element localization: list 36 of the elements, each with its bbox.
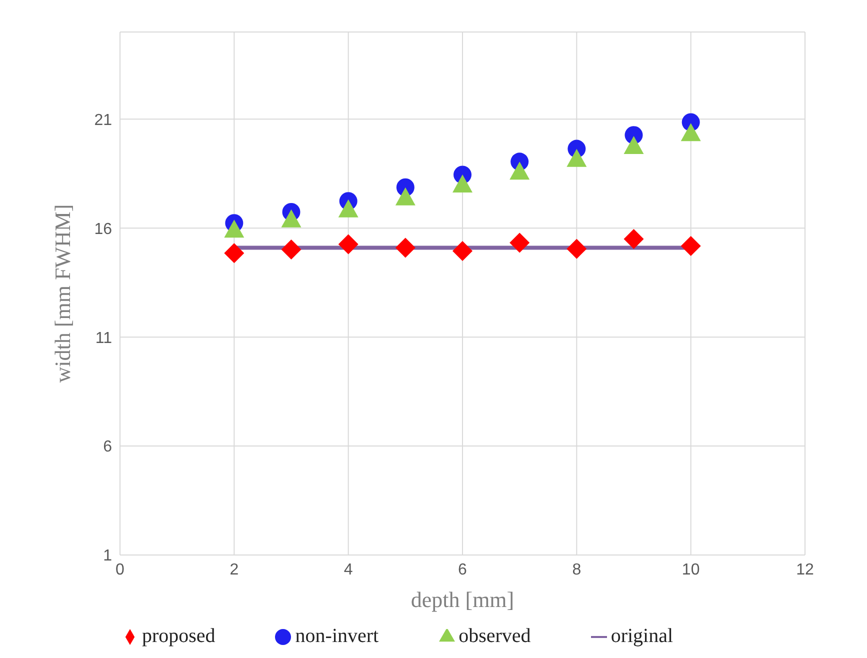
legend-label: original [610, 625, 674, 647]
y-tick-label: 16 [94, 220, 112, 238]
point [566, 238, 587, 259]
x-axis-title: depth [mm] [410, 587, 514, 612]
y-tick-label: 6 [103, 438, 112, 456]
y-tick-label: 21 [94, 112, 112, 129]
x-tick-label: 8 [572, 561, 582, 578]
x-tick-label: 4 [344, 561, 353, 578]
point [510, 162, 530, 180]
point [395, 238, 416, 258]
x-tick-label: 10 [682, 561, 700, 578]
point [281, 209, 302, 228]
point [510, 232, 530, 253]
point [624, 229, 644, 250]
point [338, 199, 358, 218]
point [624, 136, 644, 154]
point [338, 234, 358, 254]
legend-label: observed [458, 625, 531, 647]
point [680, 236, 701, 256]
y-axis-title: width [mm FWHM] [50, 204, 75, 383]
point [224, 243, 244, 264]
x-tick-label: 2 [230, 561, 239, 578]
y-tick-label: 11 [95, 330, 112, 347]
x-tick-label: 0 [116, 561, 125, 578]
x-tick-label: 6 [458, 561, 468, 578]
point [395, 187, 416, 206]
point [452, 241, 472, 262]
point [224, 220, 244, 238]
point [566, 148, 587, 167]
x-tick-label: 12 [796, 561, 814, 578]
point [281, 239, 302, 260]
point [680, 123, 701, 142]
y-tick-label: 1 [103, 548, 112, 565]
legend-label: proposed [142, 625, 216, 647]
legend-label: non-invert [295, 625, 379, 647]
point [452, 174, 472, 193]
